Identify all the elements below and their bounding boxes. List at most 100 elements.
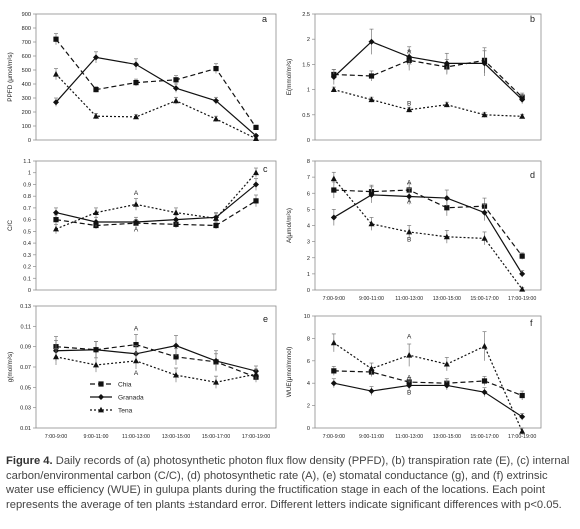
panel-a-granada-point	[173, 85, 179, 92]
panel-b-tena-point	[481, 111, 488, 118]
panel-a-chia-line	[55, 38, 257, 128]
panel-e-ytick-label: 0.05	[20, 385, 31, 391]
panel-c-ytick-label: 0.4	[23, 241, 31, 247]
panel-f-significance-letter: A	[407, 333, 412, 340]
panel-d-xtick-label: 9:00-11:00	[359, 296, 384, 302]
panel-a-y-axis-label: PPFD (μmol/m²s)	[7, 52, 14, 101]
panel-a-ytick-label: 700	[22, 40, 31, 46]
panel-c-ytick-label: 0.3	[23, 253, 31, 259]
panel-e-significance-letter: A	[134, 370, 139, 377]
panel-c-granada-point	[173, 216, 179, 223]
figure-caption: Figure 4. Daily records of (a) photosynt…	[6, 454, 574, 512]
panel-b-granada-point	[481, 60, 488, 67]
panel-f-chia-line	[333, 370, 523, 397]
panel-f-granada-line	[333, 382, 523, 418]
panel-a-frame	[35, 13, 277, 141]
panel-b-granada-point	[406, 53, 413, 60]
panel-d-significance-letter: A	[407, 179, 412, 186]
panel-c-tena-point	[173, 209, 179, 215]
panel-d-ytick-label: 2	[307, 256, 310, 262]
panel-f-ytick-label: 2	[307, 404, 310, 410]
panel-c-chia-point	[253, 198, 259, 204]
panel-a-granada-point	[53, 99, 59, 106]
panel-a-chia-point	[213, 66, 219, 72]
panel-c-frame	[35, 160, 277, 291]
panel-c-ytick-label: 0.7	[23, 206, 31, 212]
panel-a-tena-point	[93, 113, 99, 119]
panel-b-significance-letter: A	[407, 59, 412, 66]
panel-e-significance-letter: A	[134, 325, 139, 332]
panel-e-letter: e	[263, 314, 268, 324]
panel-d-chia-point	[331, 187, 337, 193]
panel-d-granada-point	[481, 209, 488, 216]
panel-c-ytick-label: 0.9	[23, 182, 31, 188]
panel-e-chia-point	[133, 342, 139, 348]
panel-a-tena-point	[133, 113, 139, 120]
panel-d-significance-letter: A	[407, 199, 412, 206]
panel-f-y-axis-label: WUE(μmol/mmol)	[286, 347, 293, 398]
panel-e-ytick-label: 0.13	[20, 304, 31, 310]
panel-e-tena-point	[173, 371, 179, 378]
panel-b-frame	[314, 13, 542, 141]
panel-e-chia-point	[173, 354, 179, 360]
panel-d-tena-point	[368, 220, 375, 227]
panel-d-granada-point	[368, 191, 375, 198]
panel-c-ytick-label: 0.8	[23, 194, 31, 200]
panel-e-xtick-label: 9:00-11:00	[84, 434, 109, 440]
panel-e-tena-point	[53, 353, 59, 360]
panel-a-ytick-label: 400	[22, 82, 31, 88]
panel-c-ytick-label: 0.2	[23, 265, 31, 271]
panel-e-xtick-label: 11:00-13:00	[122, 434, 150, 440]
panel-f-xtick-label: 11:00-13:00	[395, 434, 423, 440]
panel-d-xtick-label: 15:00-17:00	[470, 296, 498, 302]
panel-f-ytick-label: 10	[304, 314, 310, 320]
panel-e-tena-point	[93, 361, 99, 368]
panel-a-letter: a	[262, 14, 267, 24]
panel-c-granada-point	[53, 209, 59, 216]
panel-e-ytick-label: 0.11	[21, 324, 31, 330]
panel-c-chia-line	[55, 200, 257, 227]
panel-f-tena-point	[481, 343, 488, 349]
panel-b-tena-point	[443, 101, 450, 108]
panel-f-tena-point	[368, 365, 375, 372]
panel-a-granada-line	[55, 56, 257, 137]
panel-d-chia-line	[333, 189, 523, 257]
panel-b-significance-letter: A	[407, 48, 412, 55]
panel-f-granada-point	[443, 382, 450, 389]
legend-chia-label: Chia	[118, 382, 132, 389]
panel-f-xtick-label: 13:00-15:00	[433, 434, 461, 440]
panel-e-ytick-label: 0.03	[20, 406, 31, 412]
panel-f-chia-point	[331, 368, 337, 374]
panel-d-ytick-label: 4	[307, 224, 310, 230]
panel-f-significance-letter: A	[407, 374, 412, 381]
panel-f-granada-point	[368, 388, 375, 395]
panel-c-tena-line	[55, 172, 257, 230]
panel-e-granada-point	[173, 342, 179, 349]
panel-e-xtick-label: 17:00-19:00	[242, 434, 270, 440]
panel-b-ytick-label: 0.5	[302, 113, 310, 119]
panel-c-ytick-label: 0.1	[23, 276, 31, 282]
panel-c-tena-point	[53, 225, 59, 232]
panel-f-ytick-label: 4	[307, 381, 310, 387]
panel-d-granada-point	[519, 270, 526, 277]
panel-f-ytick-label: 8	[307, 336, 310, 342]
panel-d-granada-point	[406, 193, 413, 200]
panel-c-tena-point	[133, 201, 139, 207]
panel-d-granada-line	[333, 194, 523, 275]
panel-c-ytick-label: 0.5	[23, 229, 31, 235]
panel-e-ytick-label: 0.07	[20, 365, 31, 371]
panel-c-tena-point	[213, 215, 219, 221]
panel-d-ytick-label: 0	[307, 288, 310, 294]
panel-d-xtick-label: 17:00-19:00	[508, 296, 536, 302]
panel-d-letter: d	[530, 170, 535, 180]
panel-b-tena-point	[368, 96, 375, 103]
panel-f-granada-point	[481, 389, 488, 396]
panel-e-xtick-label: 13:00-15:00	[162, 434, 190, 440]
panel-e-ytick-label: 0.09	[20, 345, 31, 351]
panel-c-letter: c	[263, 164, 268, 174]
panel-a-chia-point	[53, 36, 59, 42]
panel-b-granada-point	[519, 96, 526, 103]
panel-d-xtick-label: 7:00-9:00	[323, 296, 345, 302]
panel-e-granada-line	[55, 345, 257, 372]
